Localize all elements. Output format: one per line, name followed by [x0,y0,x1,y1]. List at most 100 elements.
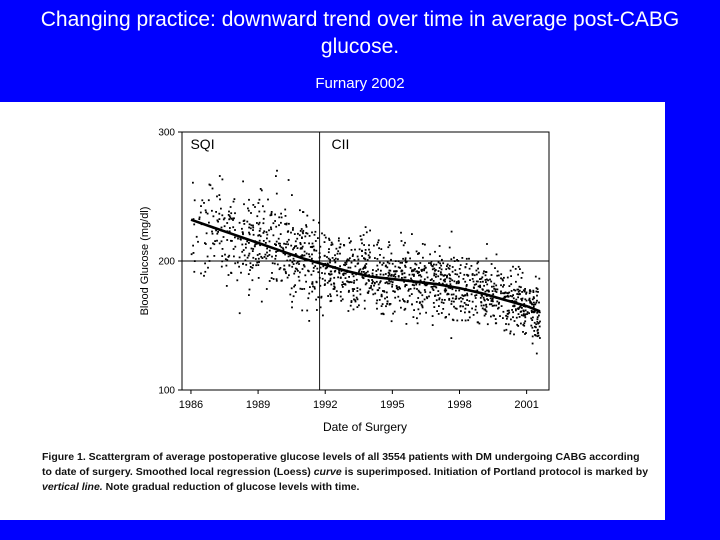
data-point [301,231,304,234]
data-point [227,214,230,216]
data-point [280,216,283,219]
data-point [351,255,354,257]
data-point [521,307,523,309]
data-point [463,273,466,276]
data-point [465,263,468,265]
data-point [321,272,323,274]
data-point [270,211,273,213]
data-point [431,287,434,290]
data-point [218,212,221,215]
data-point [330,283,333,286]
data-point [388,244,391,247]
data-point [516,293,519,295]
data-point [296,247,299,249]
data-point [455,297,458,300]
data-point [373,284,375,287]
data-point [531,342,534,345]
data-point [307,297,310,300]
data-point [315,298,317,301]
data-point [441,273,443,276]
data-point [434,250,436,253]
data-point [232,226,235,229]
data-point [441,282,444,285]
data-point [372,280,374,283]
data-point [256,254,259,256]
data-point [530,302,533,304]
data-point [451,288,454,291]
data-point [533,301,535,304]
data-point [479,278,481,280]
data-point [387,275,390,277]
data-point [500,290,502,293]
data-point [375,280,378,283]
data-point [536,329,539,332]
data-point [375,270,378,272]
data-point [464,266,467,268]
data-point [441,258,443,261]
data-point [481,307,484,310]
data-point [266,251,268,254]
data-point [475,283,478,286]
data-point [509,332,512,335]
data-point [275,175,277,177]
data-point [424,284,427,287]
data-point [301,254,304,256]
data-point [485,278,488,281]
caption-text-3: Note gradual reduction of glucose levels… [102,481,360,493]
data-point [252,204,255,206]
data-point [513,333,515,336]
data-point [292,295,295,298]
data-point [392,312,394,315]
data-point [201,199,204,202]
data-point [344,261,347,264]
data-point [517,325,520,327]
data-point [479,281,482,283]
data-point [515,309,517,312]
data-point [444,274,446,276]
data-point [413,309,415,311]
data-point [506,317,508,320]
data-point [403,300,405,302]
data-point [312,285,314,288]
data-point [238,256,241,259]
data-point [399,287,401,290]
data-point [346,259,348,262]
data-point [531,326,534,329]
data-point [464,280,467,283]
data-point [401,261,403,264]
data-point [316,267,319,270]
data-point [446,265,448,267]
data-point [443,299,446,301]
data-point [284,208,287,211]
data-point [411,270,413,273]
data-point [403,272,406,275]
data-point [395,270,398,273]
data-point [519,268,521,270]
data-point [448,264,451,267]
data-point [239,238,242,240]
data-point [483,298,486,301]
data-point [326,262,329,265]
annotations: SQI CII [190,136,349,152]
data-point [394,270,397,273]
data-point [373,282,376,285]
data-point [523,322,526,325]
data-point [433,272,436,275]
data-point [366,291,369,294]
data-point [274,213,276,216]
data-point [283,242,285,245]
data-point [318,221,320,224]
data-point [358,304,360,307]
data-point [377,268,379,271]
data-point [523,290,526,293]
data-point [519,293,521,296]
data-point [248,231,250,234]
data-point [520,314,523,317]
data-point [472,314,475,316]
data-point [411,284,414,286]
data-point [308,320,311,322]
data-point [333,285,336,288]
data-point [475,269,478,272]
data-point [518,306,521,309]
data-point [384,297,386,300]
